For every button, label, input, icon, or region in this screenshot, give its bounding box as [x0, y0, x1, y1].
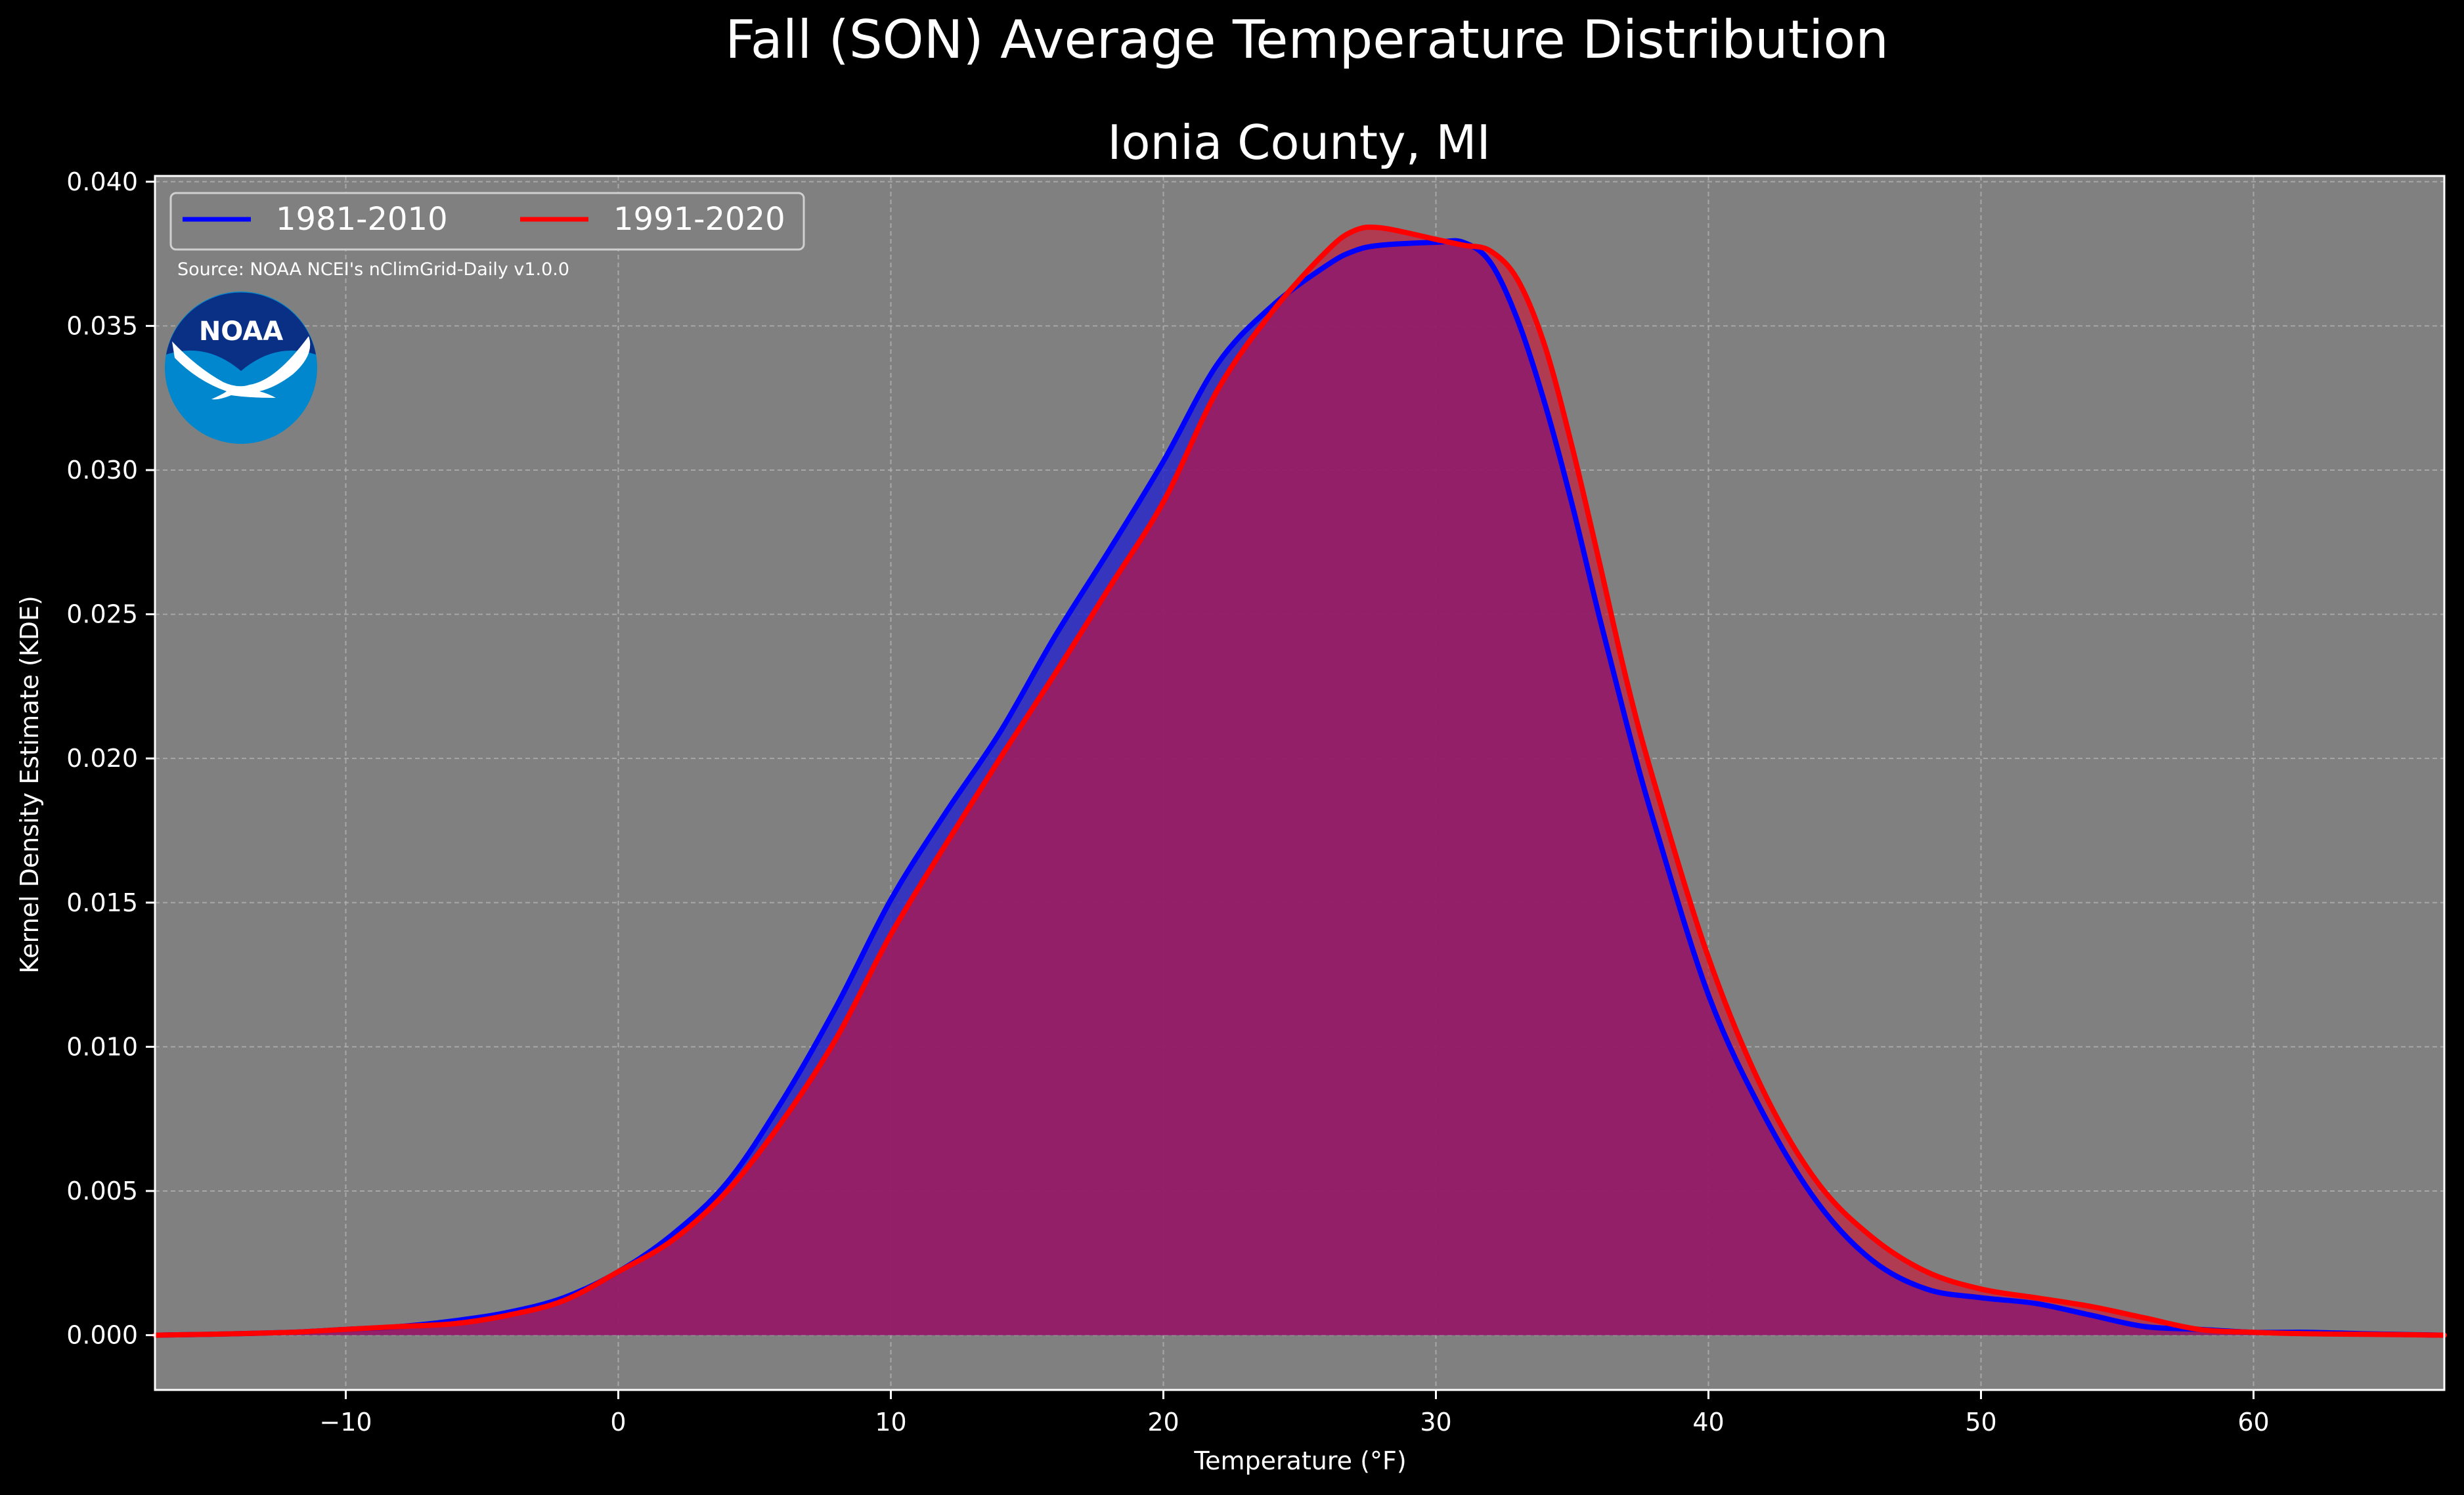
y-tick-label: 0.015 — [66, 888, 138, 917]
legend-box — [169, 192, 805, 251]
x-tick-label: 40 — [1692, 1408, 1724, 1437]
y-axis-label: Kernel Density Estimate (KDE) — [15, 596, 44, 974]
plot-frame — [154, 175, 2446, 1391]
legend-label-1981-2010: 1981-2010 — [276, 201, 448, 238]
legend-label-1991-2020: 1991-2020 — [613, 201, 785, 238]
source-annotation: Source: NOAA NCEI's nClimGrid-Daily v1.0… — [177, 259, 569, 280]
x-tick-label: 0 — [610, 1408, 626, 1437]
y-tick-label: 0.040 — [66, 167, 138, 196]
x-axis-label: Temperature (°F) — [1193, 1446, 1406, 1475]
y-tick-label: 0.025 — [66, 600, 138, 629]
series-area-1991-2020 — [155, 227, 2444, 1335]
chart-title: Fall (SON) Average Temperature Distribut… — [725, 9, 1889, 70]
axis-ticks: −10 0 10 20 30 40 50 60 0.000 0.005 0.010 0.015 0.02… — [66, 167, 2269, 1437]
x-tick-label: 10 — [875, 1408, 906, 1437]
x-tick-label: 50 — [1965, 1408, 1996, 1437]
legend: 1981-2010 1991-2020 — [169, 192, 805, 251]
logo-bird — [172, 336, 311, 400]
logo-upper-half — [166, 292, 316, 371]
y-tick-label: 0.020 — [66, 744, 138, 773]
y-tick-label: 0.035 — [66, 311, 138, 340]
chart-subtitle: Ionia County, MI — [1107, 115, 1491, 170]
x-tick-label: −10 — [319, 1408, 372, 1437]
noaa-logo-icon: NOAA — [165, 292, 317, 444]
x-tick-label: 20 — [1147, 1408, 1179, 1437]
series-line-1991-2020 — [152, 224, 2447, 1338]
series-layer — [152, 224, 2447, 1338]
logo-wordmark: NOAA — [199, 316, 283, 347]
y-tick-label: 0.030 — [66, 456, 138, 485]
y-tick-label: 0.005 — [66, 1177, 138, 1205]
x-tick-label: 30 — [1420, 1408, 1451, 1437]
y-tick-label: 0.000 — [66, 1321, 138, 1350]
y-tick-label: 0.010 — [66, 1032, 138, 1061]
x-tick-label: 60 — [2237, 1408, 2269, 1437]
